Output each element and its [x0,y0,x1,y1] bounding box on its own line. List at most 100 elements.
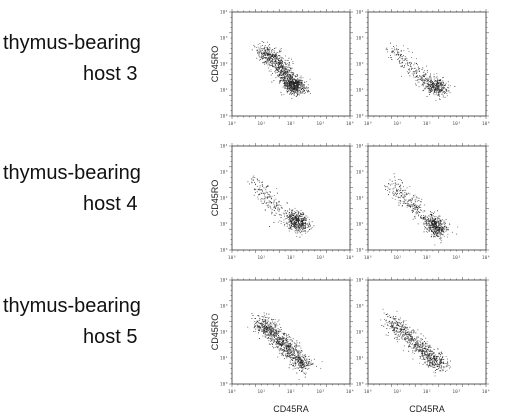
data-point [260,59,261,60]
data-point [395,330,397,332]
data-point [289,218,290,220]
data-point [413,340,415,341]
data-point [418,68,420,70]
data-point [289,353,291,355]
data-point [303,217,305,219]
data-point [409,75,411,77]
data-point [258,188,260,190]
data-point [302,80,304,82]
data-point [275,325,277,327]
data-point [292,353,293,355]
data-point [273,203,275,205]
data-point [430,219,432,221]
data-point [259,317,261,319]
data-point [435,228,436,229]
data-point [298,363,300,365]
data-point [442,226,444,228]
data-point [267,64,269,66]
data-point [413,203,415,205]
data-point [264,326,266,328]
data-point [269,322,271,323]
data-point [430,86,431,87]
data-point [266,331,268,333]
data-point [421,359,423,360]
data-point [278,62,279,63]
data-point [441,87,443,89]
data-point [426,224,427,226]
data-point [402,350,404,352]
data-point [283,79,285,81]
data-point [292,90,294,92]
data-point [284,71,286,73]
data-point [270,334,271,336]
data-point [424,204,426,206]
data-point [274,325,276,327]
data-point [445,90,447,91]
data-point [407,72,409,74]
data-point [283,62,285,64]
data-point [263,54,265,56]
data-point [266,48,268,50]
data-point [435,83,437,85]
data-point [438,89,440,91]
data-point [429,227,431,229]
data-point [288,356,290,357]
data-point [394,176,396,178]
data-point [306,231,308,233]
data-point [418,351,419,353]
data-point [282,353,284,355]
data-point [416,209,418,211]
data-point [301,361,303,363]
data-point [281,336,283,338]
data-point [383,312,385,314]
data-point [264,324,266,326]
data-point [282,74,283,76]
data-point [290,225,292,227]
data-point [260,327,262,329]
data-point [406,57,408,59]
data-point [292,88,294,89]
data-point [278,64,280,65]
data-point [262,52,264,54]
data-point [287,348,289,350]
data-point [252,176,254,178]
data-point [432,223,434,225]
data-point [284,224,286,225]
data-point [291,91,292,92]
data-point [304,223,306,224]
data-points [251,41,311,99]
data-point [438,233,440,235]
data-point [283,341,285,343]
data-point [308,360,310,362]
data-point [260,189,262,191]
data-point [431,234,433,236]
data-point [434,226,436,228]
data-point [304,359,305,361]
data-point [405,340,407,342]
data-point [297,213,299,215]
data-point [420,346,421,348]
data-point [292,72,294,73]
data-point [286,92,288,94]
data-point [403,332,405,334]
data-point [389,326,391,327]
data-point [288,356,289,357]
data-point [282,70,284,72]
data-point [285,76,287,78]
data-point [269,61,271,63]
data-point [287,60,289,61]
data-point [269,328,271,330]
data-point [262,53,264,55]
data-point [268,59,270,60]
data-point [316,365,317,367]
data-point [403,335,404,337]
data-point [429,75,431,77]
data-point [433,215,435,217]
data-point [283,334,285,335]
data-point [291,220,292,222]
data-point [300,363,302,365]
data-point [419,347,421,349]
data-point [290,68,291,70]
data-point [421,217,422,219]
